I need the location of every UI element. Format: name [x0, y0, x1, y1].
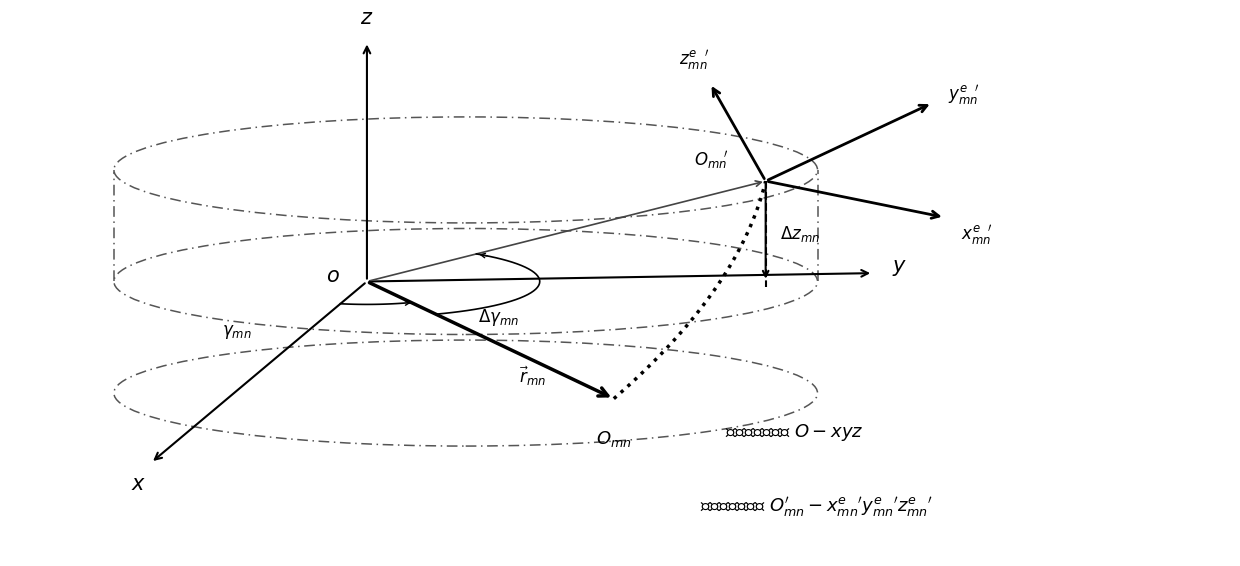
- Text: $x_{mn}^{e}\!'$: $x_{mn}^{e}\!'$: [961, 223, 993, 247]
- Text: $y$: $y$: [892, 258, 906, 277]
- Text: $o$: $o$: [326, 266, 340, 286]
- Text: $z_{mn}^{e}\!'$: $z_{mn}^{e}\!'$: [678, 48, 709, 72]
- Text: $\vec{r}_{mn}$: $\vec{r}_{mn}$: [520, 365, 546, 388]
- Text: $x$: $x$: [131, 474, 146, 494]
- Text: $y_{mn}^{e}\!'$: $y_{mn}^{e}\!'$: [949, 83, 981, 106]
- Text: $\Delta\gamma_{mn}$: $\Delta\gamma_{mn}$: [479, 307, 520, 328]
- Text: 阵列直角坐标系 $O-xyz$: 阵列直角坐标系 $O-xyz$: [725, 422, 863, 443]
- Text: $z$: $z$: [361, 8, 373, 28]
- Text: $O_{mn}$: $O_{mn}$: [596, 430, 631, 449]
- Text: $\gamma_{mn}$: $\gamma_{mn}$: [222, 323, 252, 341]
- Text: $O_{mn}\!'$: $O_{mn}\!'$: [694, 149, 729, 171]
- Text: 阵元直角坐标系 $O_{mn}^{\prime}-x_{mn}^{e}{}^{\prime}y_{mn}^{e}{}^{\prime}z_{mn}^{e}{}^: 阵元直角坐标系 $O_{mn}^{\prime}-x_{mn}^{e}{}^{\…: [701, 495, 934, 520]
- Text: $\Delta z_{mn}$: $\Delta z_{mn}$: [780, 224, 821, 244]
